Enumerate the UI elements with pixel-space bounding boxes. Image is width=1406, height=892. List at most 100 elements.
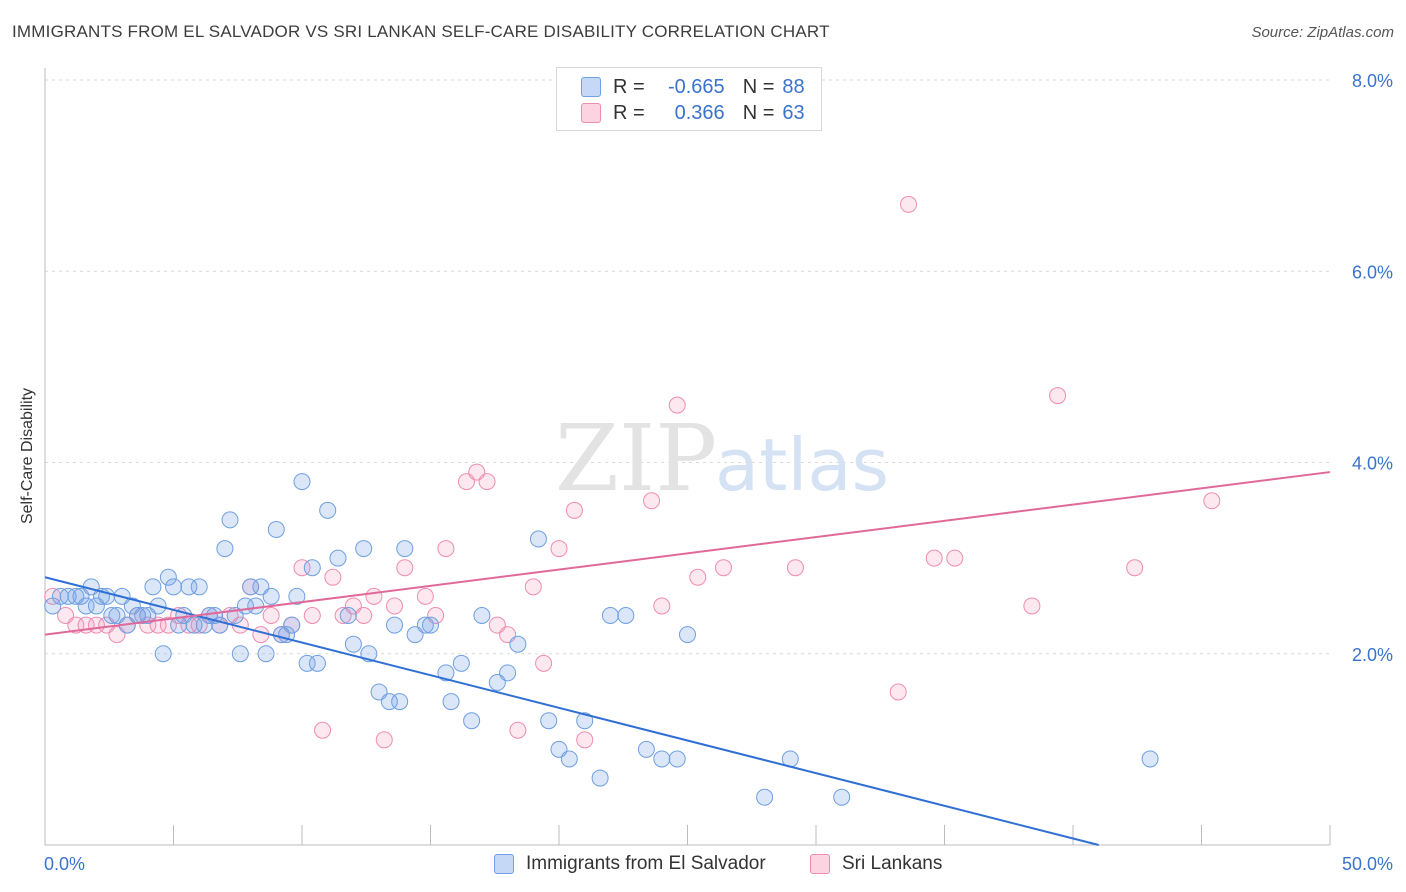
point-el-salvador	[396, 540, 414, 558]
point-el-salvador	[380, 693, 398, 711]
legend: R = -0.665 N = 88 R = 0.366 N = 63	[556, 67, 822, 131]
x-tick-label: 0.0%	[44, 854, 85, 874]
point-sri-lankans	[324, 568, 342, 586]
bottom-legend-label: Sri Lankans	[842, 853, 943, 874]
point-el-salvador	[591, 769, 609, 787]
point-el-salvador	[529, 530, 547, 548]
point-el-salvador	[288, 587, 306, 605]
point-sri-lankans	[653, 597, 671, 615]
point-el-salvador	[319, 501, 337, 519]
point-el-salvador	[437, 664, 455, 682]
point-el-salvador	[308, 654, 326, 672]
legend-n-value: 63	[782, 101, 805, 124]
point-sri-lankans	[643, 492, 661, 510]
point-el-salvador	[391, 693, 409, 711]
y-axis-label: Self-Care Disability	[19, 387, 36, 525]
point-sri-lankans	[576, 731, 594, 749]
point-sri-lankans	[925, 549, 943, 567]
point-el-salvador	[617, 607, 635, 624]
point-el-salvador	[165, 578, 182, 596]
legend-r-label: R =	[613, 101, 645, 124]
point-el-salvador	[293, 473, 311, 491]
bottom-legend-swatch-pink	[810, 854, 830, 874]
point-el-salvador	[262, 587, 280, 605]
legend-n-label: N =	[742, 101, 775, 124]
y-tick-label: 8.0%	[1352, 71, 1393, 91]
series-el-salvador	[44, 473, 1159, 806]
point-sri-lankans	[386, 597, 404, 615]
legend-n-value: 88	[782, 75, 805, 98]
legend-r-value: 0.366	[674, 101, 725, 124]
point-el-salvador	[344, 635, 362, 653]
point-el-salvador	[221, 511, 239, 529]
point-el-salvador	[442, 693, 460, 711]
point-sri-lankans	[478, 473, 496, 491]
trendline-sri-lankans	[44, 471, 1331, 636]
point-el-salvador	[303, 559, 321, 577]
point-sri-lankans	[1023, 597, 1041, 615]
point-el-salvador	[1141, 750, 1159, 768]
point-sri-lankans	[889, 683, 907, 701]
point-el-salvador	[154, 645, 172, 663]
bottom-legend-swatch-blue	[494, 854, 514, 874]
watermark-zip: ZIP	[555, 405, 717, 512]
axes	[44, 68, 1331, 846]
point-sri-lankans	[67, 616, 85, 634]
watermark-atlas: atlas	[715, 423, 889, 507]
point-el-salvador	[601, 607, 619, 624]
legend-swatch-pink	[581, 103, 601, 123]
point-sri-lankans	[314, 721, 332, 739]
point-el-salvador	[756, 788, 774, 806]
y-tick-label: 2.0%	[1352, 645, 1393, 665]
legend-swatch-blue	[581, 77, 601, 97]
point-el-salvador	[679, 626, 696, 644]
point-el-salvador	[416, 616, 434, 634]
point-sri-lankans	[524, 578, 542, 596]
point-el-salvador	[216, 540, 234, 558]
point-sri-lankans	[900, 195, 918, 213]
point-sri-lankans	[668, 396, 686, 414]
point-sri-lankans	[509, 721, 527, 739]
point-el-salvador	[103, 607, 121, 624]
point-sri-lankans	[1049, 387, 1067, 405]
point-el-salvador	[329, 549, 347, 567]
point-sri-lankans	[786, 559, 804, 577]
point-sri-lankans	[1203, 492, 1221, 510]
point-sri-lankans	[355, 607, 373, 624]
point-el-salvador	[144, 578, 162, 596]
point-el-salvador	[452, 654, 470, 672]
point-el-salvador	[463, 712, 481, 730]
point-el-salvador	[637, 740, 655, 758]
legend-n-label: N =	[742, 75, 775, 98]
point-el-salvador	[833, 788, 851, 806]
point-el-salvador	[247, 597, 265, 615]
point-sri-lankans	[565, 501, 583, 519]
point-el-salvador	[257, 645, 275, 663]
point-el-salvador	[134, 607, 152, 624]
point-el-salvador	[298, 654, 316, 672]
tick-labels: 2.0% 4.0% 6.0% 8.0% 0.0% 50.0%	[44, 71, 1393, 874]
point-el-salvador	[190, 578, 208, 596]
point-el-salvador	[473, 607, 491, 624]
point-el-salvador	[159, 568, 177, 586]
point-sri-lankans	[262, 607, 280, 624]
y-tick-label: 6.0%	[1352, 262, 1393, 282]
point-el-salvador	[77, 597, 95, 615]
trendline-el-salvador	[44, 576, 1099, 846]
point-sri-lankans	[535, 654, 553, 672]
series-sri-lankans	[44, 195, 1221, 749]
point-sri-lankans	[293, 559, 311, 577]
point-el-salvador	[422, 616, 439, 634]
legend-row-sri-lankans: R = 0.366 N = 63	[581, 101, 805, 125]
x-tick-label: 50.0%	[1342, 854, 1393, 874]
legend-row-el-salvador: R = -0.665 N = 88	[581, 75, 805, 99]
point-el-salvador	[668, 750, 686, 768]
point-sri-lankans	[437, 540, 455, 558]
point-sri-lankans	[550, 540, 568, 558]
point-sri-lankans	[416, 587, 434, 605]
point-el-salvador	[499, 664, 517, 682]
point-el-salvador	[180, 578, 198, 596]
legend-r-label: R =	[613, 75, 645, 98]
point-sri-lankans	[396, 559, 414, 577]
